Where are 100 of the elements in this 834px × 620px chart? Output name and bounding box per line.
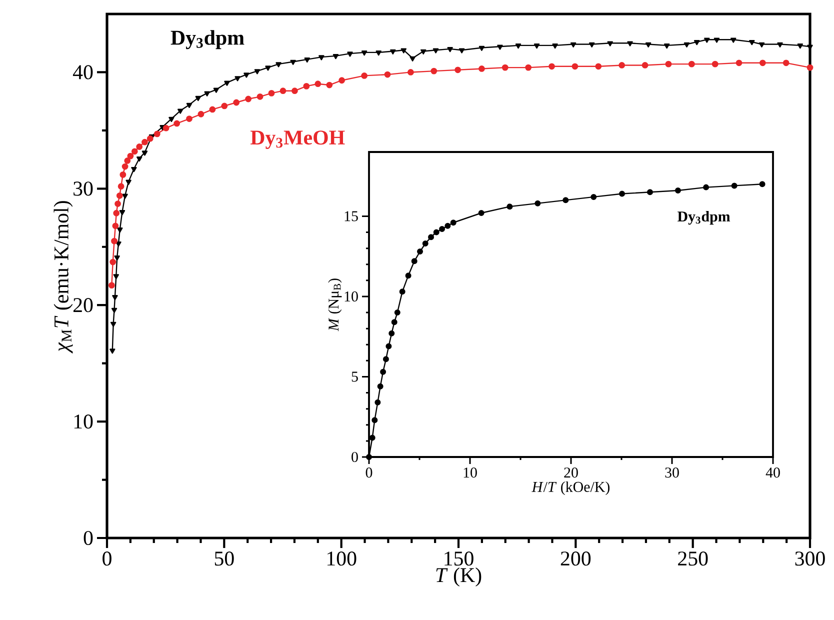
point — [430, 68, 438, 74]
point — [411, 258, 418, 264]
y-tick-label: 30 — [74, 182, 93, 196]
point — [759, 60, 766, 66]
point — [209, 106, 216, 113]
point — [186, 116, 192, 122]
point — [506, 204, 513, 210]
point — [110, 258, 116, 266]
series-label: Dy$_{3}$dpm — [170, 30, 244, 50]
point — [534, 200, 541, 206]
point — [548, 63, 555, 70]
point — [108, 282, 115, 289]
point — [450, 220, 456, 226]
point — [146, 135, 154, 142]
point — [366, 454, 372, 460]
point — [422, 240, 428, 246]
series-label: Dy$_{3}$MeOH — [250, 130, 345, 149]
y-tick-label: 0 — [84, 530, 93, 546]
point — [380, 368, 386, 375]
point — [120, 171, 126, 178]
point — [314, 80, 322, 88]
point — [590, 194, 597, 200]
point — [303, 82, 310, 90]
x-tick-label: 100 — [327, 552, 356, 566]
point — [369, 434, 376, 441]
point — [136, 144, 143, 150]
point — [572, 63, 578, 70]
point — [417, 248, 424, 255]
point — [502, 64, 508, 71]
point — [338, 77, 345, 84]
x-tick-label: 300 — [795, 552, 825, 566]
y-tick-label: 15 — [344, 211, 358, 222]
point — [703, 184, 710, 190]
x-tick-label: 20 — [564, 468, 578, 478]
point — [394, 310, 400, 316]
point — [142, 138, 148, 146]
point — [372, 417, 378, 424]
point — [116, 192, 123, 199]
point — [642, 62, 648, 68]
point — [174, 120, 180, 127]
point — [408, 69, 414, 76]
point — [198, 110, 204, 118]
point — [731, 182, 738, 189]
point — [428, 234, 434, 240]
point — [112, 222, 119, 230]
y-tick-label: 5 — [352, 372, 358, 382]
point — [405, 272, 412, 279]
point — [384, 71, 391, 78]
point — [361, 72, 368, 79]
point — [478, 66, 485, 72]
point — [113, 210, 120, 216]
x-tick-label: 0 — [102, 552, 112, 566]
x-tick-label: 250 — [678, 552, 708, 566]
y-tick-label: 10 — [344, 291, 358, 302]
point — [562, 197, 569, 204]
point — [233, 99, 240, 106]
point — [806, 64, 814, 71]
point — [377, 383, 384, 390]
point — [221, 102, 228, 110]
point — [292, 88, 298, 94]
point — [256, 93, 264, 100]
point — [391, 319, 398, 326]
point — [595, 63, 602, 70]
point — [268, 90, 275, 96]
point — [433, 229, 440, 236]
x-axis-title: T (K) — [436, 567, 482, 586]
point — [280, 88, 286, 94]
point — [326, 82, 333, 88]
point — [388, 330, 395, 336]
point — [382, 356, 389, 362]
point — [374, 399, 381, 406]
x-tick-label: 40 — [766, 468, 780, 478]
y-axis-title: χ$_{M}$T (emu·K/mol) — [54, 201, 73, 354]
point — [782, 60, 790, 66]
y-tick-label: 10 — [74, 414, 93, 429]
x-tick-label: 0 — [366, 468, 372, 478]
y-axis-title: M (Nμ$_{B}$) — [328, 278, 342, 332]
point — [619, 190, 626, 197]
point — [131, 148, 138, 155]
point — [525, 64, 532, 71]
x-tick-label: 150 — [444, 552, 474, 566]
point — [162, 124, 170, 132]
point — [688, 60, 695, 68]
x-axis-title: H/T (kOe/K) — [532, 481, 610, 495]
x-tick-label: 10 — [464, 468, 477, 478]
point — [444, 222, 451, 229]
point — [618, 62, 626, 68]
point — [124, 158, 131, 164]
point — [399, 288, 406, 295]
point — [674, 188, 681, 194]
point — [736, 60, 742, 66]
point — [111, 238, 118, 244]
x-tick-label: 30 — [665, 468, 679, 478]
x-tick-label: 200 — [560, 552, 591, 566]
point — [712, 60, 718, 68]
point — [118, 183, 124, 190]
point — [122, 163, 128, 170]
y-tick-label: 0 — [352, 452, 358, 462]
point — [759, 181, 766, 188]
point — [386, 343, 392, 350]
